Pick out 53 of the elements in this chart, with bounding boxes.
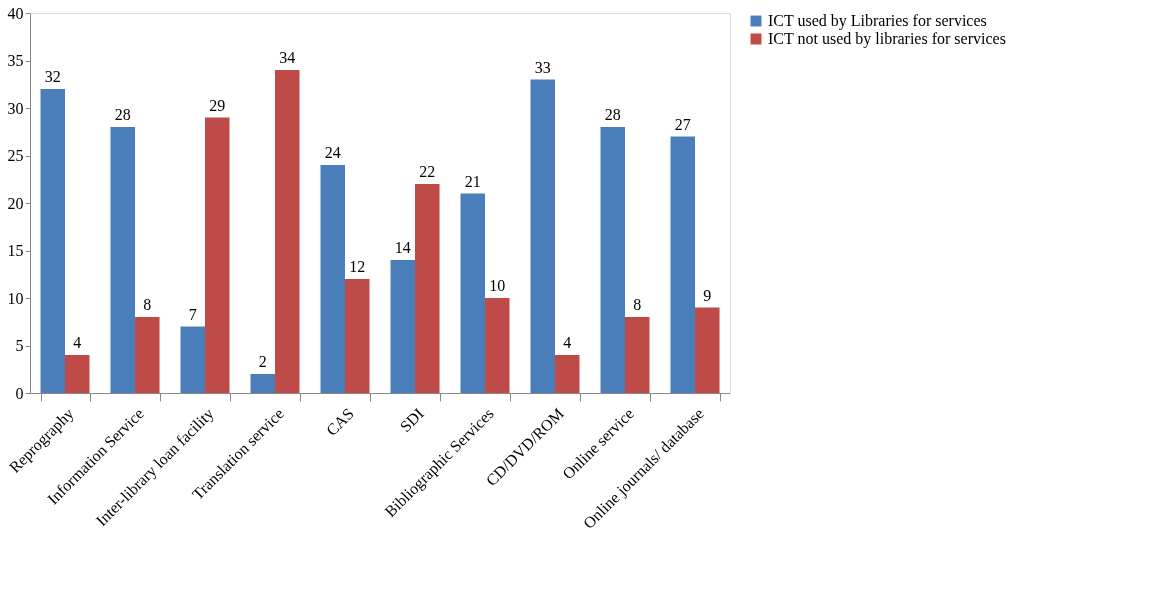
bar [390, 260, 415, 393]
y-tick-label: 25 [7, 147, 24, 164]
bar [670, 136, 695, 393]
bar [40, 89, 65, 393]
bar [460, 193, 485, 393]
bar [345, 279, 370, 393]
y-tick-label: 15 [7, 242, 24, 259]
bar [530, 79, 555, 393]
bar [555, 355, 580, 393]
y-tick-label: 0 [15, 384, 24, 402]
bar [415, 184, 440, 393]
y-tick-label: 20 [7, 194, 24, 212]
legend-label: ICT not used by libraries for services [768, 30, 1006, 48]
bar [695, 307, 720, 393]
bar [205, 117, 230, 393]
legend-label: ICT used by Libraries for services [768, 12, 987, 30]
data-label: 7 [188, 305, 197, 323]
x-tick-label: CAS [322, 404, 357, 439]
y-tick-label: 5 [15, 337, 24, 354]
data-label: 24 [324, 144, 341, 161]
data-label: 21 [464, 172, 481, 190]
bar [600, 127, 625, 393]
bar [625, 317, 650, 393]
data-label: 29 [209, 96, 226, 114]
y-tick-label: 35 [7, 52, 24, 69]
bar [320, 165, 345, 393]
data-label: 14 [394, 239, 411, 256]
bar [275, 70, 300, 393]
data-label: 34 [279, 49, 296, 66]
data-label: 28 [604, 106, 621, 123]
data-label: 4 [73, 334, 82, 351]
data-label: 12 [349, 258, 366, 275]
bar [65, 355, 90, 393]
data-label: 10 [489, 277, 506, 294]
data-label: 33 [534, 58, 551, 76]
bar [485, 298, 510, 393]
x-tick-label: SDI [396, 404, 427, 436]
y-tick-label: 10 [7, 289, 24, 307]
y-tick-label: 40 [7, 4, 24, 22]
bar [110, 127, 135, 393]
data-label: 28 [114, 106, 131, 123]
data-label: 22 [419, 163, 436, 180]
bar [135, 317, 160, 393]
data-label: 27 [674, 115, 691, 133]
data-label: 8 [143, 296, 152, 313]
bar [250, 374, 275, 393]
data-label: 4 [563, 334, 572, 351]
bar [180, 326, 205, 393]
data-label: 9 [703, 286, 712, 304]
data-label: 2 [258, 353, 267, 370]
data-label: 8 [633, 296, 642, 313]
data-label: 32 [44, 68, 61, 85]
y-tick-label: 30 [7, 99, 24, 117]
